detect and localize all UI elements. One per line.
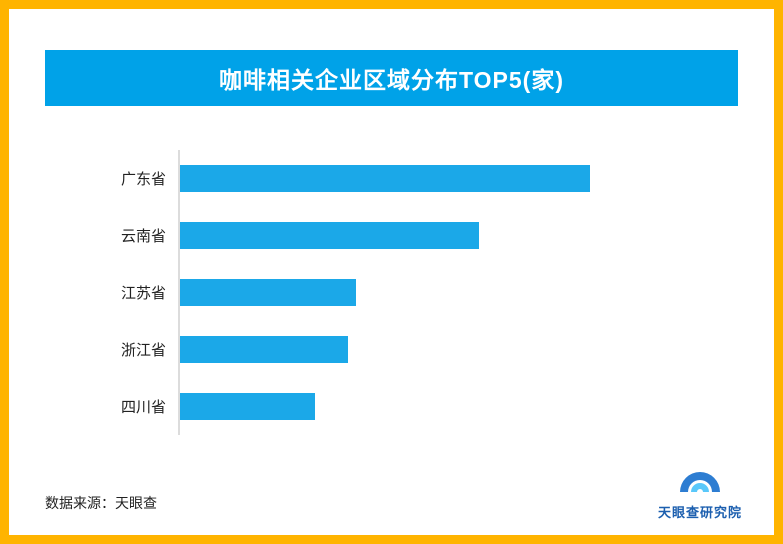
chart-row: 四川省 xyxy=(121,378,738,435)
logo-text: 天眼查研究院 xyxy=(657,505,742,520)
chart-row: 江苏省 xyxy=(121,264,738,321)
bar-chart: 广东省云南省江苏省浙江省四川省 xyxy=(45,150,738,465)
bar-rank-2 xyxy=(180,222,480,249)
bar-track xyxy=(180,222,738,249)
chart-row: 广东省 xyxy=(121,150,738,207)
category-label: 浙江省 xyxy=(120,342,166,359)
bar-track xyxy=(180,279,738,306)
title-banner: 咖啡相关企业区域分布TOP5(家) xyxy=(45,50,738,106)
bar-track xyxy=(180,165,738,192)
tianyancha-logo-icon xyxy=(677,465,723,500)
category-label: 云南省 xyxy=(120,228,166,245)
chart-row: 云南省 xyxy=(121,207,738,264)
category-label: 江苏省 xyxy=(120,285,166,302)
bar-track xyxy=(180,393,738,420)
bar-rank-3 xyxy=(180,279,357,306)
footer: 数据来源：天眼查 天眼查研究院 xyxy=(9,465,774,535)
chart-title: 咖啡相关企业区域分布TOP5(家) xyxy=(219,67,564,93)
chart-row: 浙江省 xyxy=(121,321,738,378)
data-source-text: 数据来源：天眼查 xyxy=(45,495,157,511)
chart-rows: 广东省云南省江苏省浙江省四川省 xyxy=(121,150,738,435)
category-label: 广东省 xyxy=(120,171,166,188)
bar-rank-4 xyxy=(180,336,349,363)
tianyancha-logo: 天眼查研究院 xyxy=(658,465,742,521)
category-label: 四川省 xyxy=(120,399,166,416)
bar-rank-5 xyxy=(180,393,316,420)
bar-rank-1 xyxy=(180,165,591,192)
bar-track xyxy=(180,336,738,363)
